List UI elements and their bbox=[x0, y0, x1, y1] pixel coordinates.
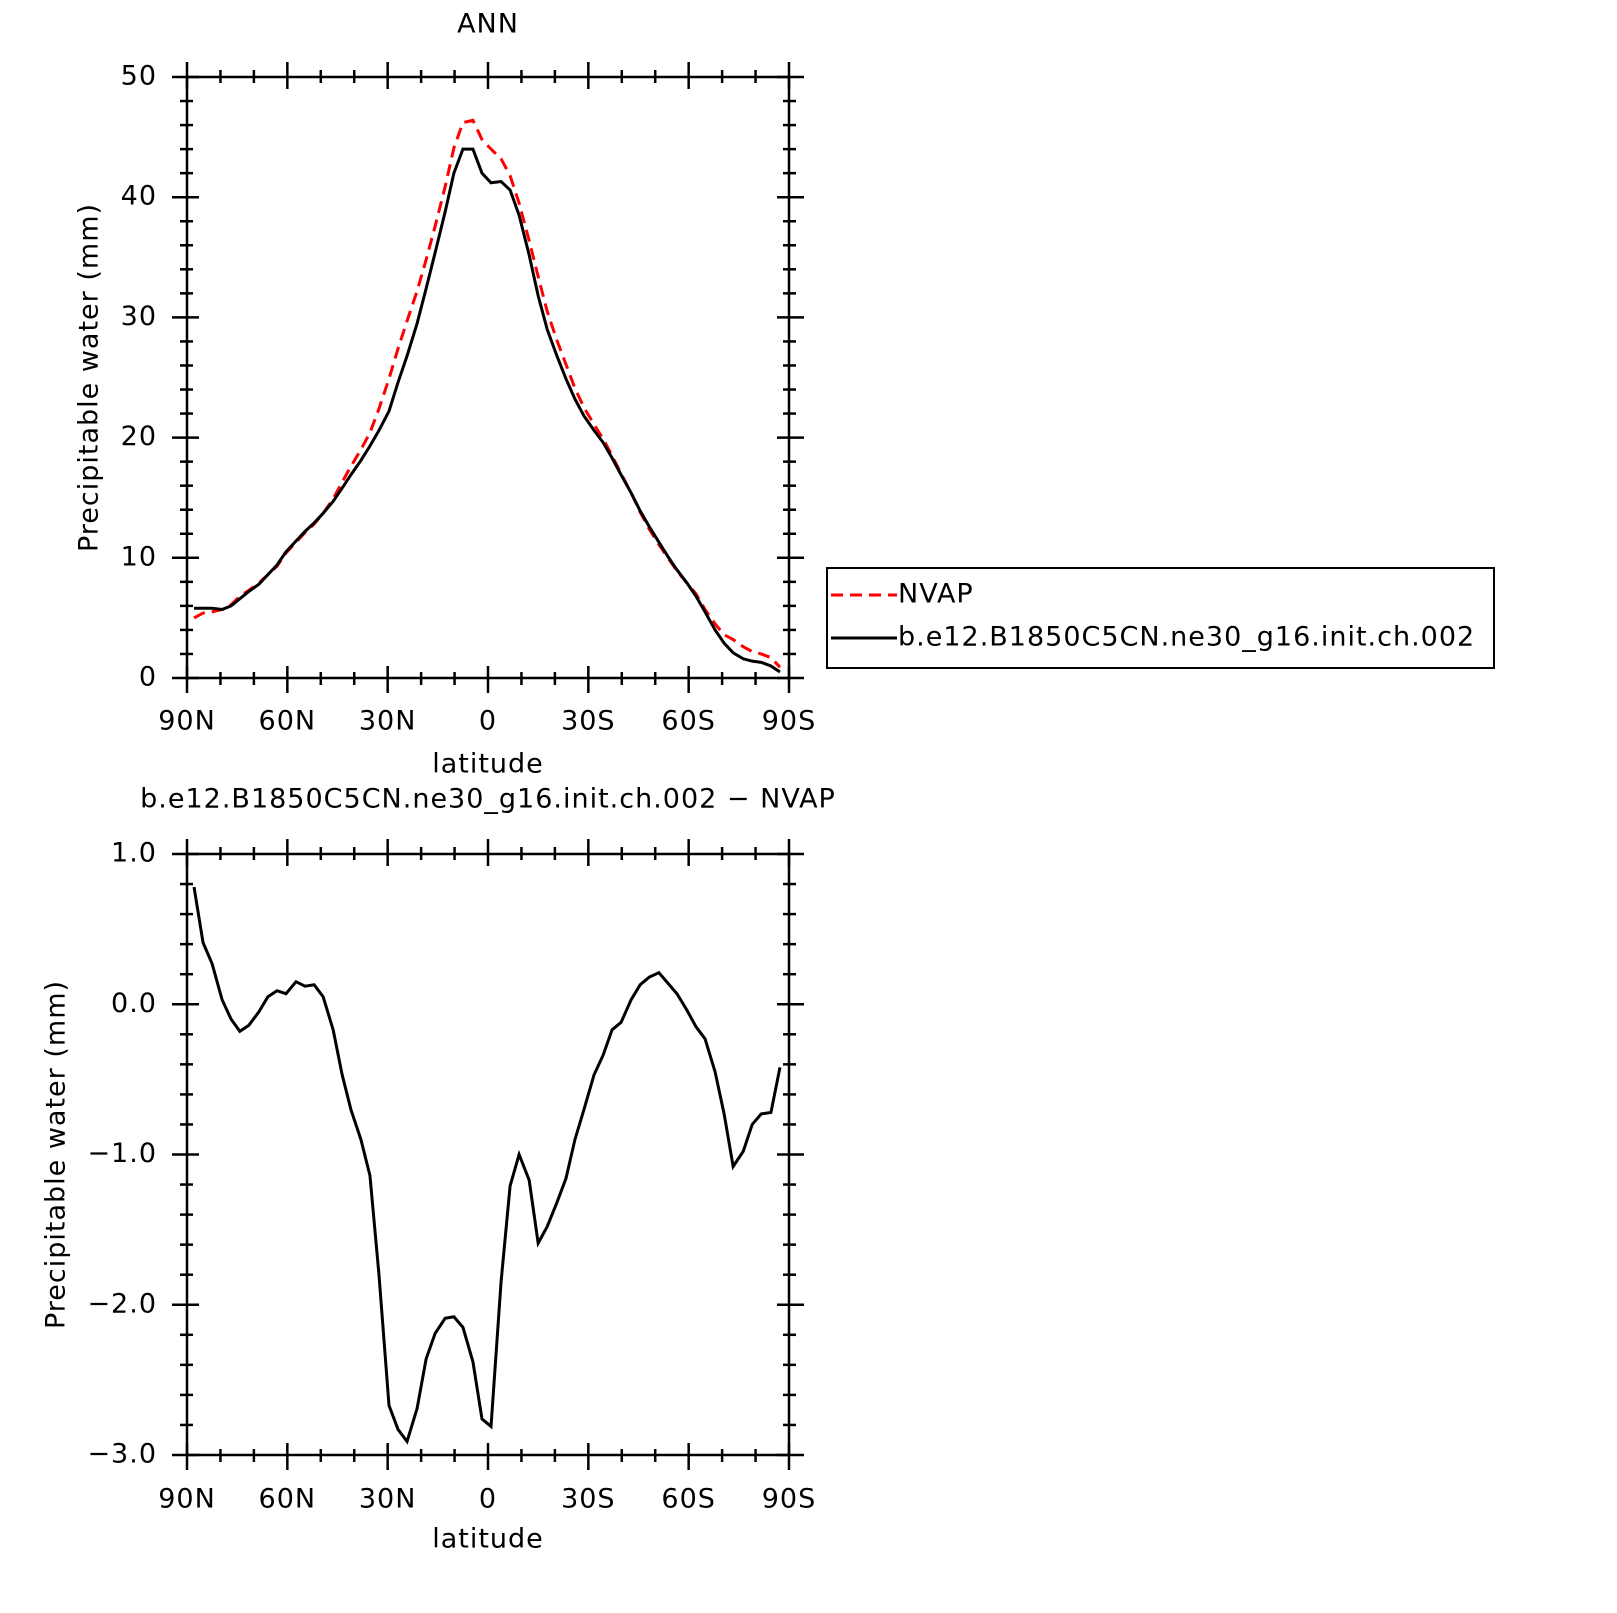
x-tick-label: 60S bbox=[661, 706, 716, 737]
x-tick-label: 90N bbox=[158, 706, 216, 737]
y-tick-label: 40 bbox=[121, 181, 157, 212]
x-axis-label: latitude bbox=[432, 749, 544, 780]
x-tick-label: 90S bbox=[762, 706, 817, 737]
y-tick-label: −1.0 bbox=[87, 1138, 157, 1169]
x-tick-label: 0 bbox=[479, 706, 497, 737]
data-line bbox=[193, 118, 782, 669]
data-line bbox=[192, 886, 782, 1445]
y-axis-label: Precipitable water (mm) bbox=[74, 203, 105, 552]
x-tick-label: 60N bbox=[259, 1484, 317, 1515]
y-tick-label: −2.0 bbox=[87, 1288, 157, 1319]
data-line bbox=[194, 147, 781, 674]
y-tick-label: 0.0 bbox=[111, 988, 157, 1019]
x-tick-label: 60S bbox=[661, 1484, 716, 1515]
x-tick-label: 30N bbox=[359, 706, 417, 737]
chart-title: ANN bbox=[457, 9, 519, 40]
x-axis-label: latitude bbox=[432, 1524, 544, 1555]
x-tick-label: 90S bbox=[762, 1484, 817, 1515]
x-tick-label: 0 bbox=[479, 1484, 497, 1515]
legend-box bbox=[826, 567, 1495, 669]
x-tick-label: 30S bbox=[561, 1484, 616, 1515]
chart-title: b.e12.B1850C5CN.ne30_g16.init.ch.002 − N… bbox=[140, 784, 836, 815]
y-tick-label: −3.0 bbox=[87, 1439, 157, 1470]
x-tick-label: 90N bbox=[158, 1484, 216, 1515]
y-tick-label: 10 bbox=[121, 541, 157, 572]
plot-frame bbox=[185, 75, 791, 680]
y-tick-label: 30 bbox=[121, 301, 157, 332]
y-axis-label: Precipitable water (mm) bbox=[41, 980, 72, 1329]
y-tick-label: 20 bbox=[121, 421, 157, 452]
legend-label: NVAP bbox=[898, 579, 974, 610]
legend-label: b.e12.B1850C5CN.ne30_g16.init.ch.002 bbox=[898, 622, 1475, 653]
x-tick-label: 30N bbox=[359, 1484, 417, 1515]
y-tick-label: 0 bbox=[139, 662, 157, 693]
x-tick-label: 60N bbox=[259, 706, 317, 737]
y-tick-label: 1.0 bbox=[111, 838, 157, 869]
plot-frame bbox=[185, 852, 791, 1457]
x-tick-label: 30S bbox=[561, 706, 616, 737]
y-tick-label: 50 bbox=[121, 61, 157, 92]
